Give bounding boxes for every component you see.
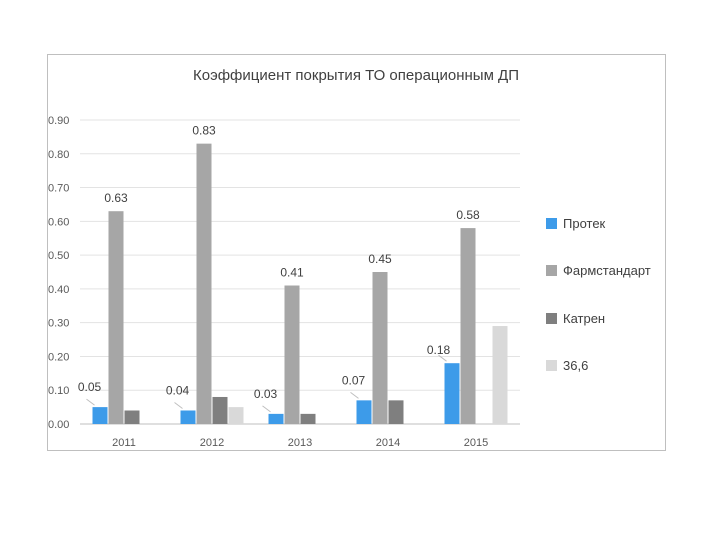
bar-1-4 xyxy=(460,228,476,424)
y-tick-label: 0.70 xyxy=(48,183,69,195)
data-label: 0.03 xyxy=(254,387,278,401)
y-tick-label: 0.00 xyxy=(48,419,69,431)
legend-label: 36,6 xyxy=(563,358,588,373)
leader-line xyxy=(438,354,447,362)
bar-2-3 xyxy=(388,400,404,424)
legend-swatch xyxy=(546,218,557,229)
bar-2-0 xyxy=(124,410,140,424)
data-label: 0.58 xyxy=(456,208,480,222)
chart-title: Коэффициент покрытия ТО операционным ДП xyxy=(193,67,519,84)
data-label: 0.45 xyxy=(368,252,392,266)
y-tick-label: 0.10 xyxy=(48,385,69,397)
bar-2-2 xyxy=(300,413,316,424)
x-tick-label: 2011 xyxy=(112,437,136,449)
bar-0-4 xyxy=(444,363,460,424)
bar-1-1 xyxy=(196,143,212,424)
data-label: 0.83 xyxy=(192,124,216,138)
bar-0-2 xyxy=(268,413,284,424)
leader-line xyxy=(174,402,183,409)
bars xyxy=(92,143,508,424)
data-labels: 0.05 0.63 0.04 0.83 0.03 0.41 0.07 0.45 0.18 0.58 xyxy=(78,124,480,413)
bar-0-3 xyxy=(356,400,372,424)
data-label: 0.41 xyxy=(280,266,304,280)
legend: Протек Фармстандарт Катрен 36,6 xyxy=(546,216,651,373)
bar-1-3 xyxy=(372,272,388,424)
data-label: 0.05 xyxy=(78,380,102,394)
legend-label: Катрен xyxy=(563,311,605,326)
y-tick-label: 0.50 xyxy=(48,250,69,262)
leader-line xyxy=(262,405,271,413)
data-label: 0.07 xyxy=(342,373,366,387)
legend-swatch xyxy=(546,360,557,371)
x-axis-ticks: 2011 2012 2013 2014 2015 xyxy=(112,437,488,449)
leader-line xyxy=(350,391,359,399)
legend-swatch xyxy=(546,313,557,324)
y-tick-label: 0.20 xyxy=(48,351,69,363)
bar-1-2 xyxy=(284,285,300,424)
legend-label: Фармстандарт xyxy=(563,263,651,278)
bar-2-1 xyxy=(212,396,228,424)
data-label: 0.18 xyxy=(427,343,451,357)
legend-label: Протек xyxy=(563,216,606,231)
x-tick-label: 2013 xyxy=(288,437,312,449)
y-tick-label: 0.40 xyxy=(48,284,69,296)
legend-swatch xyxy=(546,265,557,276)
bar-0-1 xyxy=(180,410,196,424)
bar-3-4 xyxy=(492,326,508,424)
bar-3-1 xyxy=(228,407,244,424)
x-tick-label: 2014 xyxy=(376,437,400,449)
x-tick-label: 2012 xyxy=(200,437,224,449)
y-tick-label: 0.90 xyxy=(48,115,69,127)
y-tick-label: 0.80 xyxy=(48,149,69,161)
leader-line xyxy=(86,398,95,406)
y-tick-label: 0.30 xyxy=(48,318,69,330)
data-label: 0.63 xyxy=(104,191,128,205)
bar-1-0 xyxy=(108,211,124,424)
y-tick-label: 0.60 xyxy=(48,216,69,228)
x-tick-label: 2015 xyxy=(464,437,488,449)
data-label: 0.04 xyxy=(166,383,190,397)
y-axis-ticks: 0.00 0.10 0.20 0.30 0.40 0.50 0.60 0.70 0.80 0.90 xyxy=(48,115,69,431)
bar-0-0 xyxy=(92,407,108,424)
